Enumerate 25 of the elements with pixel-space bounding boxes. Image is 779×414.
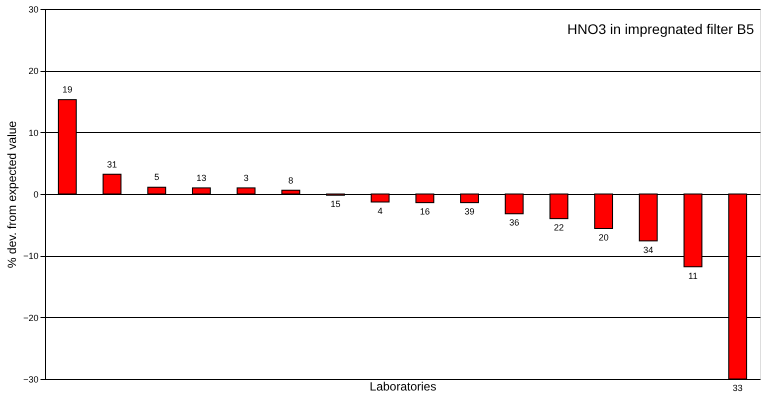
x-tick-label: 11 <box>688 270 698 281</box>
x-tick-label: 39 <box>464 206 475 217</box>
x-tick-label: 31 <box>107 159 118 170</box>
y-axis-title: % dev. from expected value <box>5 120 20 268</box>
x-tick-label: 8 <box>288 175 294 186</box>
y-tick-label: 0 <box>33 190 38 200</box>
x-tick-label: 3 <box>244 172 249 183</box>
x-tick-label: 13 <box>196 172 206 183</box>
x-tick-label: 4 <box>378 206 383 216</box>
x-tick-label: 36 <box>509 218 520 228</box>
x-tick-label: 15 <box>330 199 340 210</box>
y-tick-label: 30 <box>28 4 38 14</box>
x-axis-title: Laboratories <box>370 380 436 394</box>
y-tick-label: −30 <box>23 374 38 384</box>
x-tick-label: 33 <box>732 383 743 393</box>
y-tick-label: −20 <box>23 312 38 323</box>
x-tick-label: 5 <box>154 172 160 182</box>
x-tick-label: 19 <box>62 84 72 95</box>
x-tick-label: 22 <box>554 222 564 233</box>
y-tick-label: 20 <box>28 66 38 76</box>
annotation: HNO3 in impregnated filter B5 <box>567 21 754 37</box>
x-tick-label: 16 <box>420 206 430 217</box>
x-tick-label: 34 <box>643 244 654 255</box>
y-tick-label: 10 <box>28 128 38 138</box>
y-tick-label: −10 <box>23 251 38 262</box>
